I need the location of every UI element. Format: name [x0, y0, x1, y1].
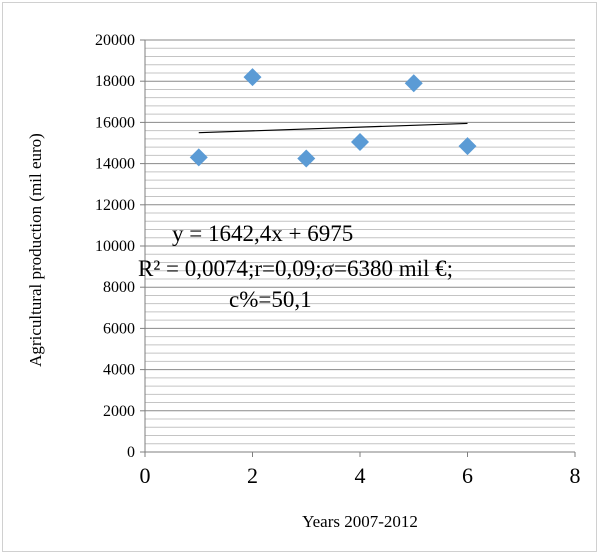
data-point — [189, 148, 208, 167]
y-tick-label: 16000 — [95, 114, 135, 131]
annotation-cv: c%=50,1 — [229, 287, 312, 312]
y-tick-label: 10000 — [95, 238, 135, 255]
y-tick-label: 2000 — [103, 403, 135, 420]
annotation-equation: y = 1642,4x + 6975 — [172, 221, 353, 246]
data-point — [297, 149, 316, 168]
x-tick-label: 0 — [140, 463, 151, 488]
x-tick-label: 2 — [247, 463, 258, 488]
y-tick-label: 6000 — [103, 320, 135, 337]
data-point — [458, 137, 477, 156]
data-points — [189, 68, 477, 168]
y-tick-label: 8000 — [103, 279, 135, 296]
x-tick-label: 4 — [355, 463, 366, 488]
y-tick-label: 20000 — [95, 32, 135, 49]
y-tick-label: 4000 — [103, 362, 135, 379]
x-tick-label: 8 — [570, 463, 581, 488]
y-tick-label: 14000 — [95, 156, 135, 173]
y-tick-label: 12000 — [95, 197, 135, 214]
x-tick-labels: 0 2 4 6 8 — [140, 452, 581, 488]
y-tick-label: 0 — [127, 444, 135, 461]
y-tick-labels: 0 2000 4000 6000 8000 10000 12000 14000 16000 180… — [95, 32, 145, 461]
data-point — [243, 68, 262, 87]
data-point — [351, 132, 369, 151]
x-axis-title: Years 2007-2012 — [302, 512, 418, 531]
chart-frame — [2, 2, 597, 552]
gridlines — [145, 39, 575, 453]
data-point — [404, 74, 423, 93]
annotation-statistics: R² = 0,0074;r=0,09;σ=6380 mil €; — [138, 256, 453, 281]
y-axis-title: Agricultural production (mil euro) — [26, 133, 45, 367]
x-tick-label: 6 — [462, 463, 473, 488]
y-tick-label: 18000 — [95, 73, 135, 90]
trendline — [198, 122, 468, 134]
